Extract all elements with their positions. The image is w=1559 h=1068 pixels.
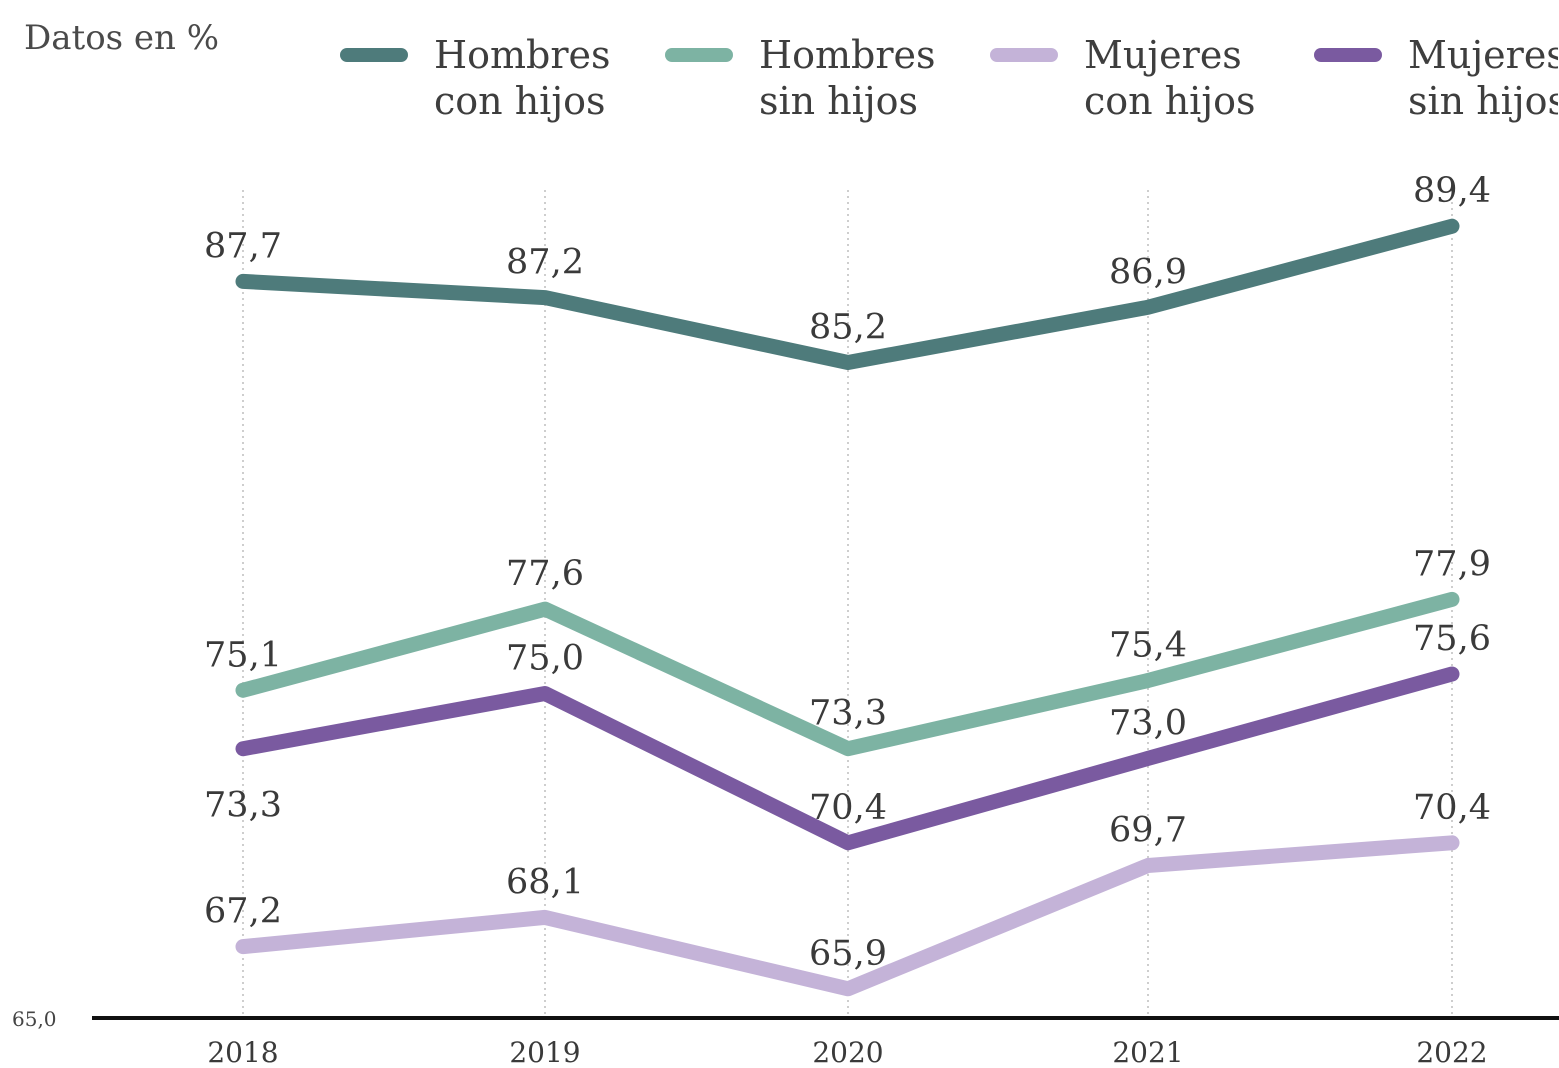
data-label: 75,6 [1413,619,1491,659]
data-label: 77,6 [506,554,584,594]
legend-item-mujeres-con-hijos: Mujeres con hijos [990,32,1284,124]
data-label: 87,2 [506,243,584,283]
legend-swatch [340,48,408,62]
data-label: 70,4 [809,788,887,828]
legend-label-line: Mujeres [1084,33,1242,77]
legend-label-line: Mujeres [1408,33,1558,77]
data-label: 89,4 [1413,171,1491,211]
data-label: 69,7 [1109,810,1187,850]
data-label: 86,9 [1109,252,1187,292]
data-label: 65,9 [809,934,887,974]
legend-swatch [990,48,1058,62]
y-baseline-label: 65,0 [12,1007,57,1031]
series-line [235,666,1460,851]
data-label: 70,4 [1413,788,1491,828]
units-label: Datos en % [24,18,220,58]
x-tick-label: 2020 [812,1036,883,1068]
x-tick-label: 2019 [509,1036,580,1068]
legend-swatch [665,48,733,62]
data-label: 75,1 [204,635,282,675]
legend-label-line: Hombres [759,33,936,77]
legend-item-hombres-sin-hijos: Hombres sin hijos [665,32,959,124]
data-label: 73,3 [204,786,282,826]
legend-item-hombres-con-hijos: Hombres con hijos [340,32,634,124]
legend-item-mujeres-sin-hijos: Mujeres sin hijos [1314,32,1558,124]
x-tick-label: 2021 [1112,1036,1183,1068]
x-tick-label: 2022 [1416,1036,1487,1068]
data-label: 75,0 [506,639,584,679]
data-label: 77,9 [1413,544,1491,584]
data-label: 73,0 [1109,703,1187,743]
legend-label-line: sin hijos [1408,79,1558,123]
data-label: 67,2 [204,892,282,932]
series-line [235,218,1460,370]
legend-label-line: con hijos [434,79,606,123]
legend-label-line: Hombres [434,33,611,77]
series-line [235,835,1460,997]
data-label: 87,7 [204,226,282,266]
x-tick-label: 2018 [207,1036,278,1068]
data-label: 75,4 [1109,626,1187,666]
legend-swatch [1314,48,1382,62]
data-label: 68,1 [506,862,584,902]
data-label: 73,3 [809,694,887,734]
legend-label-line: sin hijos [759,79,918,123]
data-label: 85,2 [809,308,887,348]
legend-label-line: con hijos [1084,79,1256,123]
series-line [235,591,1460,757]
